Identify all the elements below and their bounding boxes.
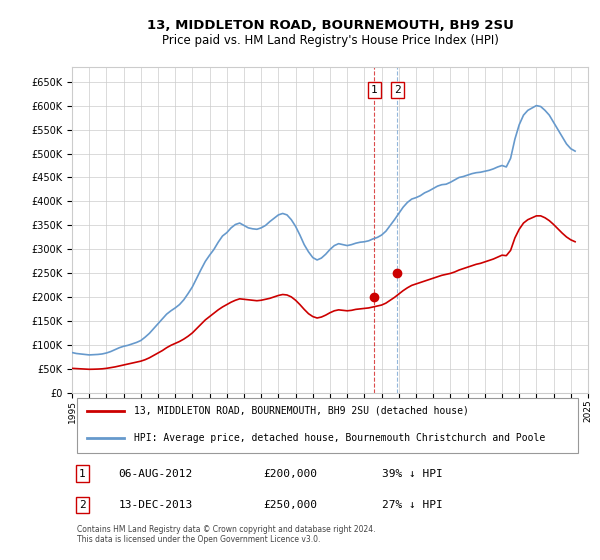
Text: 13, MIDDLETON ROAD, BOURNEMOUTH, BH9 2SU: 13, MIDDLETON ROAD, BOURNEMOUTH, BH9 2SU [146,18,514,32]
Text: £250,000: £250,000 [263,500,317,510]
Text: Contains HM Land Registry data © Crown copyright and database right 2024.
This d: Contains HM Land Registry data © Crown c… [77,525,376,544]
Text: 27% ↓ HPI: 27% ↓ HPI [382,500,442,510]
Text: 1: 1 [371,85,378,95]
Text: Price paid vs. HM Land Registry's House Price Index (HPI): Price paid vs. HM Land Registry's House … [161,34,499,47]
Text: 13-DEC-2013: 13-DEC-2013 [118,500,193,510]
Text: HPI: Average price, detached house, Bournemouth Christchurch and Poole: HPI: Average price, detached house, Bour… [134,433,545,444]
Text: 13, MIDDLETON ROAD, BOURNEMOUTH, BH9 2SU (detached house): 13, MIDDLETON ROAD, BOURNEMOUTH, BH9 2SU… [134,406,469,416]
FancyBboxPatch shape [77,398,578,453]
Text: 2: 2 [79,500,86,510]
Text: 39% ↓ HPI: 39% ↓ HPI [382,469,442,479]
Text: 06-AUG-2012: 06-AUG-2012 [118,469,193,479]
Text: 2: 2 [394,85,401,95]
Text: £200,000: £200,000 [263,469,317,479]
Text: 1: 1 [79,469,86,479]
